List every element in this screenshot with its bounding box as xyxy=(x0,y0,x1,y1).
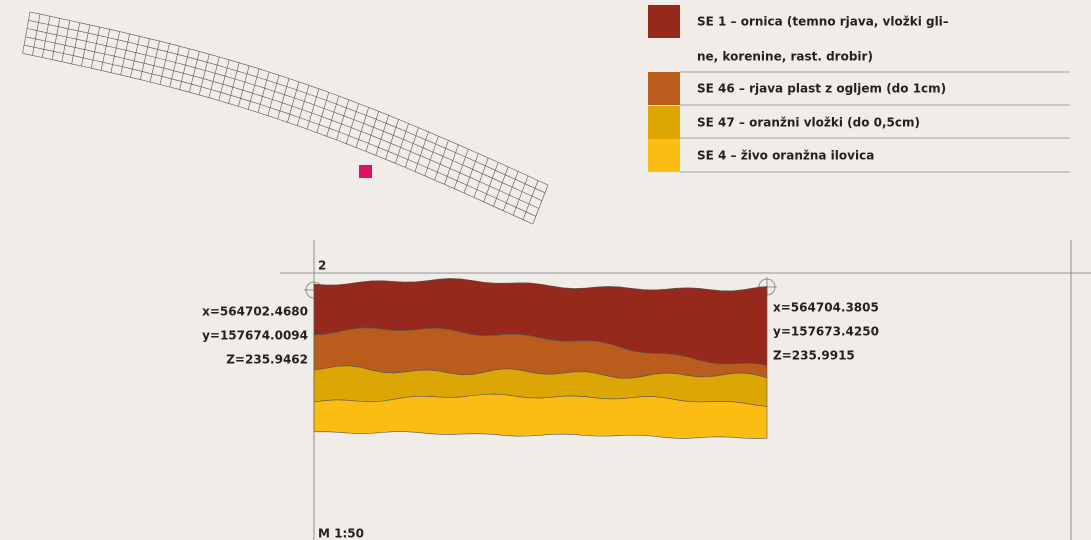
grid-line xyxy=(316,92,330,133)
site-grid xyxy=(22,11,549,225)
grid-line xyxy=(385,119,399,160)
grid-line xyxy=(395,123,409,164)
legend-swatch xyxy=(648,139,680,172)
grid-line xyxy=(81,24,91,67)
legend-swatch xyxy=(648,106,680,139)
coordinate: y=157673.4250 xyxy=(773,325,879,339)
legend: SE 1 – ornica (temno rjava, vložki gli– n… xyxy=(648,5,1070,173)
legend-label: SE 1 – ornica (temno rjava, vložki gli– xyxy=(697,15,949,29)
grid-line xyxy=(434,140,449,181)
grid-line xyxy=(110,31,120,73)
grid-line xyxy=(375,115,389,156)
grid-line xyxy=(414,131,429,172)
grid-line xyxy=(522,180,539,220)
grid-line xyxy=(130,36,140,78)
grid-line xyxy=(189,51,200,93)
grid-line xyxy=(238,65,250,107)
grid-line xyxy=(198,54,210,96)
coordinate: x=564702.4680 xyxy=(202,305,308,319)
grid-line xyxy=(365,111,379,152)
grid-line xyxy=(306,88,320,130)
grid-line xyxy=(463,153,479,194)
legend-label: SE 4 – živo oranžna ilovica xyxy=(697,149,874,163)
grid-line xyxy=(208,56,220,98)
coordinate: Z=235.9462 xyxy=(226,353,308,367)
coordinate: Z=235.9915 xyxy=(773,349,855,363)
grid-line xyxy=(120,33,130,76)
grid-line xyxy=(169,46,180,88)
grid-line xyxy=(346,103,360,144)
legend-label: SE 46 – rjava plast z ogljem (do 1cm) xyxy=(697,82,946,96)
grid-line xyxy=(100,29,110,71)
grid-line xyxy=(532,184,549,225)
grid-line xyxy=(287,81,300,123)
grid-line xyxy=(473,157,489,198)
grid-line xyxy=(326,95,340,137)
grid-line xyxy=(355,107,369,148)
grid-line xyxy=(336,99,350,141)
grid-line xyxy=(493,166,509,207)
grid-line xyxy=(179,48,190,90)
grid-line xyxy=(61,20,71,62)
scale: M 1:50 xyxy=(318,527,364,540)
coordinate: y=157674.0094 xyxy=(202,329,308,343)
trench-marker xyxy=(359,165,372,178)
grid-line xyxy=(453,148,469,189)
grid-line xyxy=(247,68,260,110)
grid-line xyxy=(404,127,419,168)
legend-label: ne, korenine, rast. drobir) xyxy=(697,50,873,64)
grid-line xyxy=(90,27,101,69)
legend-label: SE 47 – oranžni vložki (do 0,5cm) xyxy=(697,116,920,130)
grid-line xyxy=(277,78,290,120)
grid-line xyxy=(228,62,240,104)
grid-line xyxy=(149,41,160,83)
section-layers xyxy=(313,278,768,439)
grid-line xyxy=(512,175,529,216)
grid-line xyxy=(257,71,270,113)
layer xyxy=(313,393,768,439)
section-label: 2 xyxy=(318,259,326,273)
legend-swatch xyxy=(648,72,680,105)
grid-line xyxy=(41,16,51,58)
grid-line xyxy=(22,11,31,54)
grid-line xyxy=(503,171,519,211)
grid-line xyxy=(71,22,81,64)
grid-line xyxy=(159,43,170,85)
grid-line xyxy=(296,85,310,126)
grid-line xyxy=(483,162,499,202)
grid-line xyxy=(140,38,150,80)
grid-line xyxy=(32,14,41,56)
grid-line xyxy=(424,135,439,176)
coordinate: x=564704.3805 xyxy=(773,301,879,315)
grid-line xyxy=(218,59,230,101)
grid-line xyxy=(444,144,459,185)
grid-line xyxy=(51,18,61,60)
legend-swatch xyxy=(648,5,680,38)
grid-line xyxy=(267,75,280,116)
